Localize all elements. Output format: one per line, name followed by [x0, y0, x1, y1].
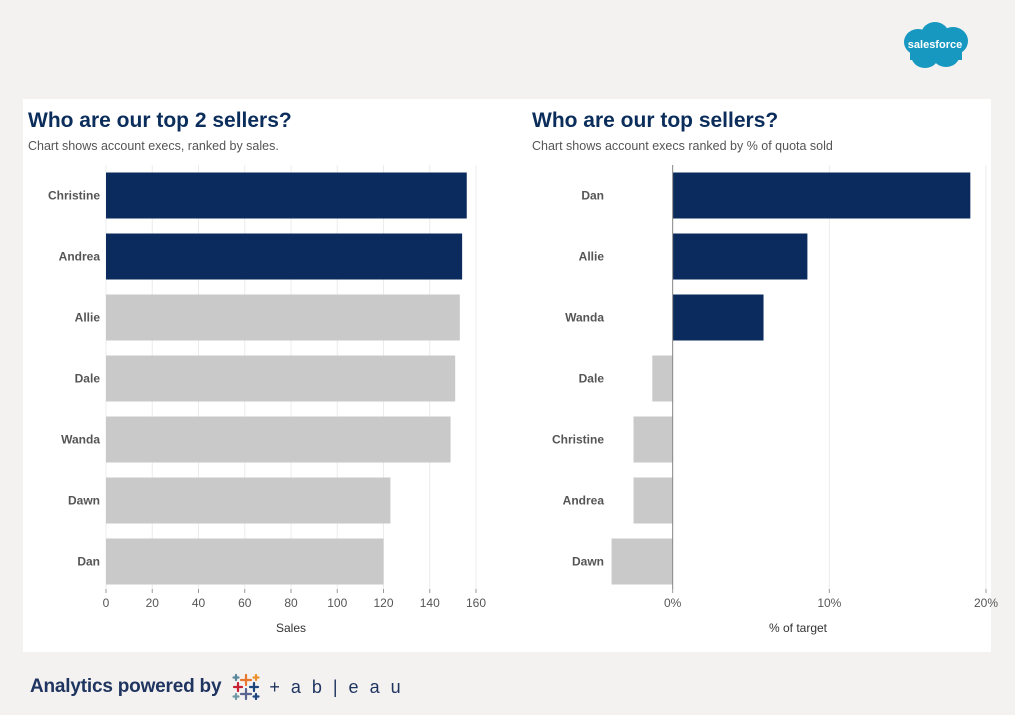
bar-christine: [633, 416, 673, 463]
bar-dale: [652, 355, 673, 402]
category-label: Dan: [77, 555, 100, 569]
tick-label: 100: [327, 596, 347, 610]
category-label: Wanda: [565, 311, 604, 325]
tableau-wordmark: + a b | e a u: [269, 676, 404, 697]
category-label: Andrea: [59, 250, 101, 264]
tick-label: 60: [238, 596, 252, 610]
tick-label: 0: [103, 596, 110, 610]
category-label: Andrea: [563, 494, 605, 508]
tick-label: 120: [373, 596, 393, 610]
bar-wanda: [672, 294, 764, 341]
chart-2-subtitle: Chart shows account execs ranked by % of…: [532, 139, 833, 153]
category-label: Allie: [579, 250, 605, 264]
category-label: Wanda: [61, 433, 100, 447]
bar-allie: [106, 294, 460, 341]
bar-andrea: [633, 477, 673, 524]
tick-label: 140: [420, 596, 440, 610]
quota-bar-chart: 0% 10% 20% Dan Allie Wanda Dale Christine Andrea…: [552, 165, 998, 635]
x-axis-title: % of target: [769, 621, 828, 635]
tick-label: 160: [466, 596, 486, 610]
x-axis-title: Sales: [276, 621, 306, 635]
tick-label: 10%: [817, 596, 841, 610]
bar-dan: [672, 172, 971, 219]
tick-label: 80: [284, 596, 298, 610]
tick-label: 40: [192, 596, 206, 610]
bar-christine: [106, 172, 467, 219]
cloud-icon: [904, 22, 968, 68]
category-label: Christine: [48, 189, 100, 203]
category-label: Christine: [552, 433, 604, 447]
bar-dawn: [611, 538, 673, 585]
salesforce-logo: salesforce: [904, 22, 968, 68]
tick-label: 0%: [664, 596, 682, 610]
bar-dawn: [106, 477, 391, 524]
footer: Analytics powered by + a b | e a u: [30, 672, 404, 702]
bar-andrea: [106, 233, 463, 280]
tick-label: 20: [146, 596, 160, 610]
chart-1-title: Who are our top 2 sellers?: [28, 109, 292, 132]
category-label: Dawn: [68, 494, 100, 508]
sales-bar-chart: 0 20 40 60 80 100 120 140 160 Christine Andrea Alli…: [48, 165, 486, 635]
footer-powered-by-text: Analytics powered by: [30, 676, 222, 697]
category-label: Dawn: [572, 555, 604, 569]
category-label: Allie: [75, 311, 101, 325]
salesforce-logo-text: salesforce: [908, 39, 962, 51]
bar-wanda: [106, 416, 451, 463]
category-label: Dan: [581, 189, 604, 203]
tick-label: 20%: [974, 596, 998, 610]
category-label: Dale: [579, 372, 605, 386]
category-label: Dale: [75, 372, 101, 386]
chart-1-subtitle: Chart shows account execs, ranked by sal…: [28, 139, 279, 153]
dashboard-panel: Who are our top 2 sellers? Chart shows a…: [23, 99, 998, 652]
tableau-logo-icon: [232, 673, 260, 701]
bar-dale: [106, 355, 456, 402]
chart-2-title: Who are our top sellers?: [532, 109, 779, 132]
bar-allie: [672, 233, 808, 280]
bar-dan: [106, 538, 384, 585]
